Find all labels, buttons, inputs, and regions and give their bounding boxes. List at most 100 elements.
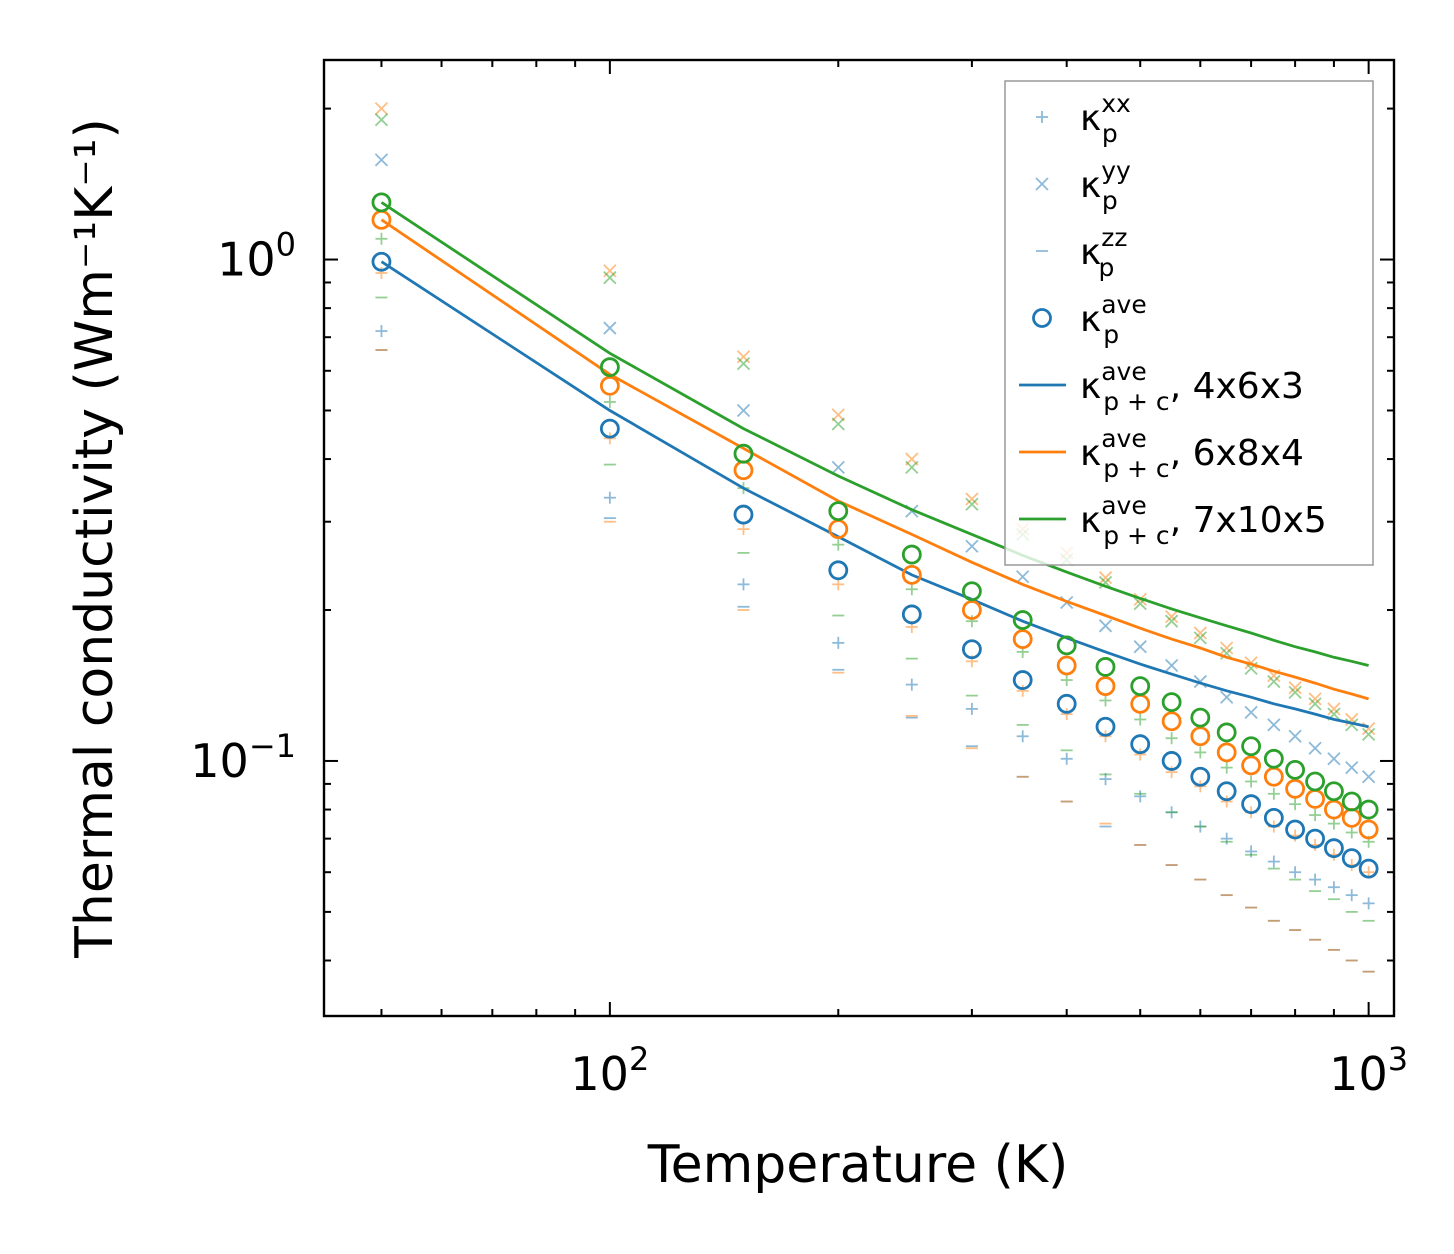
point-xx-4x6x3 (1016, 730, 1029, 743)
x-axis-label: Temperature (K) (647, 1135, 1069, 1195)
point-ave-4x6x3-ring (1324, 838, 1344, 859)
point-ave-6x8x4 (1263, 766, 1284, 787)
point-ave-6x8x4 (599, 375, 620, 396)
point-ave-4x6x3 (599, 418, 620, 439)
point-xx-7x10x5 (1267, 787, 1280, 800)
x-tick-label-base: 10 (1329, 1047, 1388, 1101)
point-yy-4x6x3 (1345, 760, 1359, 775)
point-yy-4x6x3-d2 (603, 321, 617, 335)
legend-item: κave p + c, 7x10x5 (1019, 491, 1327, 550)
point-yy-7x10x5 (1308, 697, 1322, 711)
point-ave-6x8x4-ring (1358, 819, 1379, 840)
point-ave-4x6x3-ring (1241, 794, 1262, 815)
point-ave-7x10x5 (599, 357, 620, 378)
legend-label-sub: p + c (1103, 521, 1169, 550)
point-ave-7x10x5-ring (1056, 635, 1077, 656)
point-ave-4x6x3-ring (961, 639, 982, 660)
point-ave-7x10x5 (1263, 748, 1284, 769)
legend-label: κave p + c, 4x6x3 (1080, 357, 1304, 416)
point-yy-7x10x5-d2 (905, 460, 919, 475)
point-xx-6x8x4 (832, 578, 845, 591)
legend-label: κave p (1080, 290, 1147, 349)
point-ave-4x6x3-ring (1190, 766, 1211, 787)
point-ave-6x8x4-ring (1161, 711, 1182, 732)
point-ave-4x6x3-ring (1095, 716, 1116, 737)
point-yy-6x8x4-d2 (1098, 571, 1113, 585)
legend-label-sup: xx (1101, 89, 1131, 118)
point-xx-7x10x5 (375, 232, 388, 245)
point-ave-4x6x3-ring (901, 604, 922, 625)
legend-label: κave p + c, 6x8x4 (1080, 424, 1304, 483)
legend-label-sup: zz (1101, 223, 1127, 252)
point-yy-7x10x5-d2 (1345, 718, 1359, 732)
x-tick-label: 103 (1329, 1040, 1408, 1101)
point-ave-4x6x3 (733, 504, 754, 525)
point-yy-4x6x3-d2 (965, 539, 979, 553)
point-ave-6x8x4 (1130, 693, 1151, 714)
point-xx-7x10x5 (832, 538, 845, 551)
point-ave-4x6x3-ring (1012, 670, 1033, 690)
point-ave-7x10x5 (1241, 736, 1262, 757)
point-ave-6x8x4-ring (1263, 766, 1284, 787)
point-xx-7x10x5 (1245, 775, 1258, 788)
point-yy-4x6x3 (1016, 570, 1030, 584)
point-yy-4x6x3-d2 (1133, 640, 1147, 654)
point-yy-7x10x5-d2 (1098, 575, 1113, 590)
y-tick-label-exp: −1 (249, 727, 296, 765)
point-ave-6x8x4-ring (1285, 778, 1306, 799)
point-ave-6x8x4 (1358, 819, 1379, 840)
point-ave-7x10x5-ring (599, 357, 620, 378)
point-ave-4x6x3-ring (1216, 781, 1237, 802)
point-ave-4x6x3 (1161, 751, 1182, 771)
point-ave-6x8x4-ring (1305, 789, 1325, 809)
point-ave-4x6x3-ring (1341, 848, 1362, 869)
legend-label-sup: ave (1101, 357, 1147, 386)
point-ave-4x6x3-ring (599, 418, 620, 439)
point-yy-7x10x5-d2 (1288, 685, 1302, 700)
point-ave-7x10x5 (371, 192, 392, 213)
point-yy-4x6x3-d2 (1345, 760, 1359, 775)
legend-label-sub: p (1098, 253, 1114, 282)
point-xx-4x6x3 (375, 325, 388, 338)
legend-label: κzz p (1080, 223, 1127, 282)
point-xx-4x6x3 (1220, 832, 1233, 845)
point-ave-6x8x4 (1012, 629, 1033, 649)
point-yy-7x10x5 (1164, 614, 1179, 628)
legend-marker-ring (1032, 308, 1052, 328)
point-yy-6x8x4 (1220, 641, 1234, 655)
point-xx-4x6x3 (1060, 752, 1073, 765)
point-xx-6x8x4 (737, 523, 750, 536)
point-yy-7x10x5 (1362, 727, 1376, 741)
point-yy-6x8x4 (1327, 702, 1341, 716)
point-ave-4x6x3-ring (1358, 858, 1379, 879)
legend-label-base: κ (1080, 98, 1101, 139)
point-yy-4x6x3-d2 (374, 153, 389, 167)
point-xx-6x8x4 (1016, 684, 1029, 697)
legend-marker (1032, 308, 1052, 328)
point-xx-7x10x5 (905, 583, 918, 596)
point-yy-7x10x5-d2 (1308, 697, 1322, 711)
point-ave-7x10x5-ring (1130, 676, 1151, 697)
point-yy-4x6x3-d2 (1267, 718, 1281, 732)
point-ave-6x8x4-ring (371, 209, 392, 230)
point-ave-6x8x4-ring (828, 519, 849, 540)
x-tick-label-exp: 3 (1388, 1040, 1408, 1078)
point-yy-4x6x3 (1164, 658, 1179, 673)
point-yy-7x10x5 (1267, 674, 1281, 689)
point-yy-6x8x4-d2 (1193, 626, 1207, 640)
point-ave-4x6x3 (1305, 828, 1325, 849)
point-ave-7x10x5 (961, 581, 982, 602)
point-yy-7x10x5 (736, 356, 751, 371)
point-ave-6x8x4 (1056, 655, 1077, 676)
point-ave-4x6x3 (1341, 848, 1362, 869)
point-yy-7x10x5-d2 (603, 271, 617, 285)
point-xx-7x10x5 (1099, 694, 1112, 707)
point-yy-4x6x3 (1244, 705, 1258, 720)
point-yy-7x10x5 (965, 497, 979, 511)
point-yy-7x10x5-d2 (965, 497, 979, 511)
point-ave-6x8x4 (1095, 676, 1116, 697)
point-yy-4x6x3-d2 (1016, 570, 1030, 584)
point-yy-4x6x3 (1133, 640, 1147, 654)
point-ave-6x8x4 (901, 564, 922, 585)
point-ave-4x6x3-ring (1285, 819, 1306, 840)
